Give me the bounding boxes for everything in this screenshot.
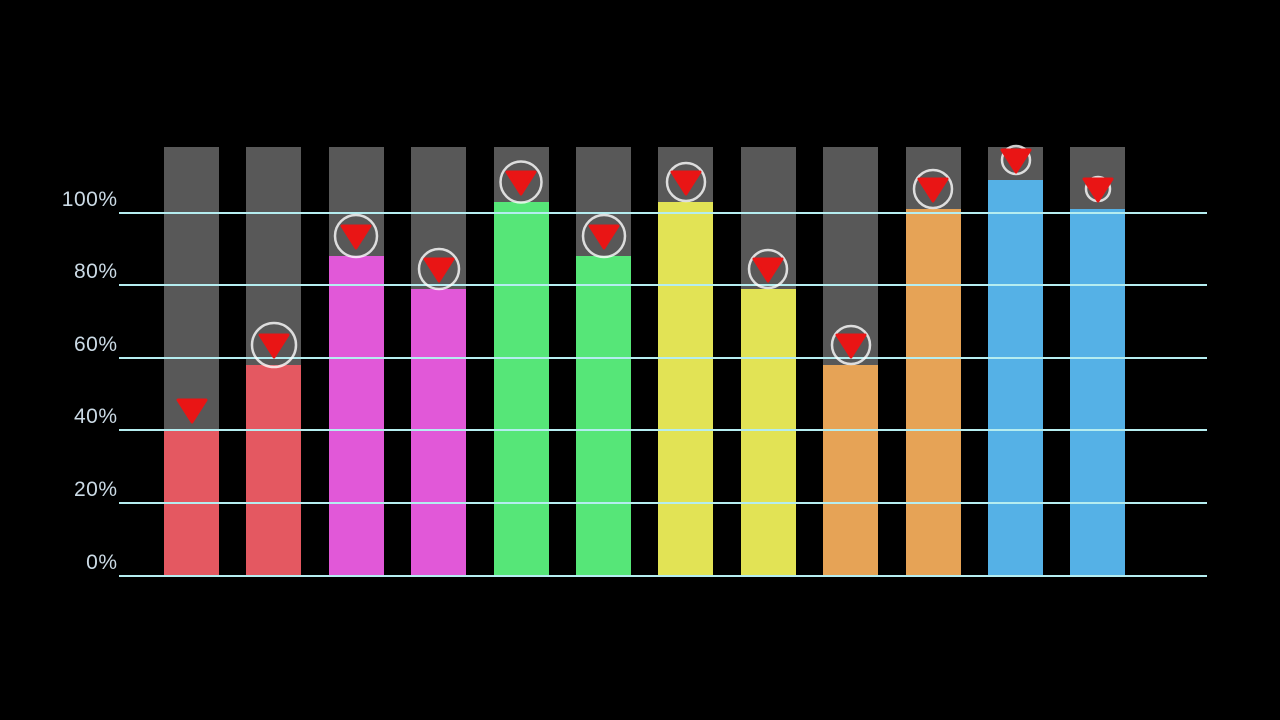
bar-marker — [176, 398, 207, 424]
bar-fill — [905, 208, 961, 577]
bar-fill — [246, 364, 302, 577]
marker-triangle-icon — [505, 170, 537, 196]
gridline — [119, 284, 1207, 287]
gridline — [119, 574, 1207, 577]
bar-marker — [334, 213, 379, 259]
y-axis-tick-label: 60% — [73, 332, 118, 356]
marker-ring-icon — [417, 247, 460, 290]
marker-triangle-icon — [340, 224, 372, 250]
bar-marker — [250, 321, 298, 369]
bar-fill — [576, 256, 631, 577]
marker-triangle-icon — [1082, 177, 1114, 203]
bar-marker — [581, 213, 626, 259]
bar-marker — [830, 324, 871, 366]
bar-marker — [665, 161, 707, 202]
bar-fill — [988, 179, 1043, 577]
y-axis-tick-label: 100% — [61, 187, 118, 211]
y-axis-tick-label: 80% — [73, 260, 118, 284]
marker-triangle-icon — [752, 257, 784, 283]
marker-ring-icon — [1000, 144, 1031, 176]
marker-triangle-icon — [258, 333, 290, 359]
marker-triangle-icon — [670, 170, 702, 196]
bar-fill — [740, 288, 796, 577]
marker-triangle-icon — [588, 224, 619, 250]
y-axis-tick-label: 40% — [73, 405, 118, 429]
bar-marker — [912, 168, 954, 210]
marker-ring-icon — [665, 161, 707, 202]
bar-marker — [499, 159, 543, 204]
marker-triangle-icon — [835, 333, 867, 359]
bar-marker — [1000, 144, 1031, 176]
marker-ring-icon — [748, 248, 789, 289]
bar-fill — [658, 201, 714, 577]
marker-triangle-icon — [917, 177, 949, 203]
bar-marker — [1082, 175, 1114, 203]
bar-fill — [823, 364, 879, 577]
marker-ring-icon — [499, 159, 543, 204]
bar-fill — [1070, 208, 1126, 577]
bar-fill — [328, 256, 384, 577]
bar-marker — [748, 248, 789, 289]
marker-ring-icon — [250, 321, 298, 369]
marker-triangle-icon — [1000, 148, 1031, 174]
y-axis-tick-label: 20% — [73, 477, 118, 501]
marker-ring-icon — [334, 213, 379, 259]
marker-triangle-icon — [176, 398, 207, 424]
marker-triangle-icon — [423, 257, 455, 283]
marker-ring-icon — [830, 324, 871, 366]
bar-fill — [411, 288, 467, 577]
y-axis-tick-label: 0% — [86, 550, 118, 574]
gridline — [119, 429, 1207, 432]
bar-fill — [493, 201, 549, 577]
gridline — [119, 501, 1207, 504]
marker-ring-icon — [581, 213, 626, 259]
marker-ring-icon — [912, 168, 954, 210]
gridline — [119, 356, 1207, 359]
gridline — [119, 211, 1207, 214]
bar-marker — [417, 247, 460, 290]
